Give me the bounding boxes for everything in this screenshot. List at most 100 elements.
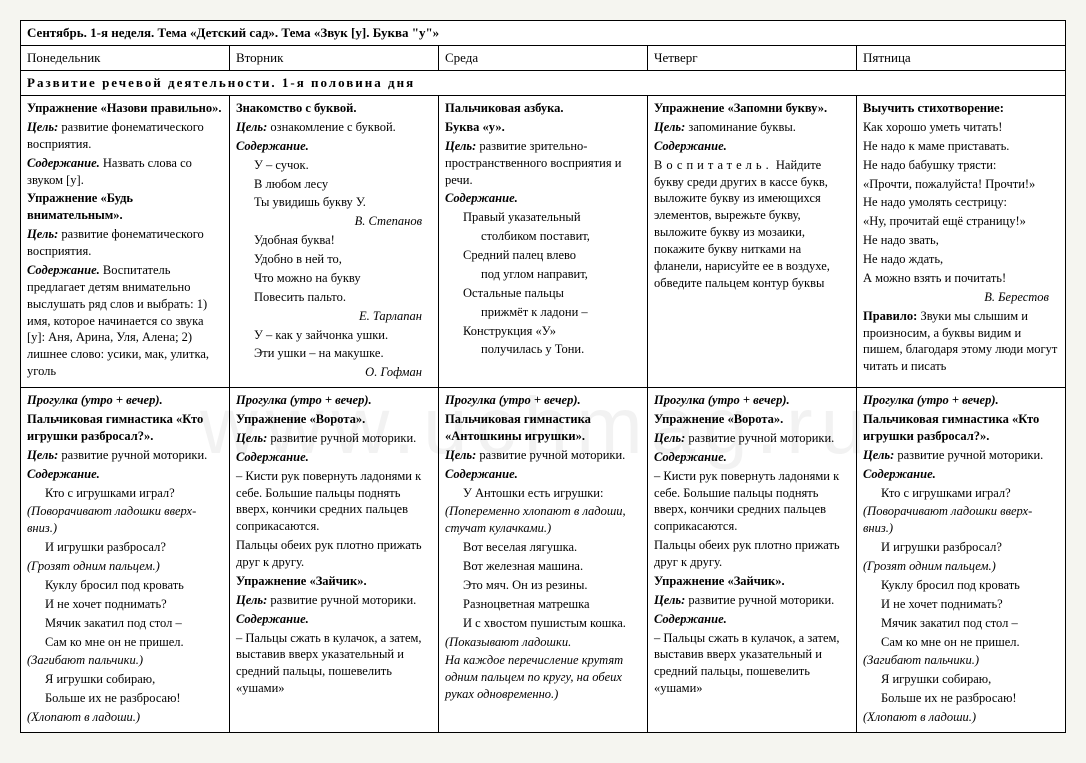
- tue-p3: Ты увидишь букву У.: [236, 194, 432, 211]
- day-wed: Среда: [439, 46, 648, 71]
- cell-top-thu: Упражнение «Запомни букву». Цель: запоми…: [648, 96, 857, 388]
- bmon-p1: Кто с игрушками играл?: [27, 485, 223, 502]
- lbl: Цель:: [236, 593, 267, 607]
- walk-fri: Прогулка (утро + вечер).: [863, 392, 1059, 409]
- cell-top-fri: Выучить стихотворение: Как хорошо уметь …: [857, 96, 1066, 388]
- mon-ex1-goal: Цель: развитие фонематического восприяти…: [27, 119, 223, 153]
- wed-p7: Конструкция «У»: [445, 323, 641, 340]
- bmon-a4: (Хлопают в ладоши.): [27, 709, 223, 726]
- fri-p3: Не надо бабушку трясти:: [863, 157, 1059, 174]
- thu-body: Воспитатель. Найдите букву среди других …: [654, 157, 850, 292]
- lbl: Цель:: [27, 227, 58, 241]
- bthu-p3: – Пальцы сжать в кулачок, а затем, выста…: [654, 630, 850, 698]
- tue-cont-lbl: Содержание.: [236, 138, 432, 155]
- cell-top-wed: Пальчиковая азбука. Буква «у». Цель: раз…: [439, 96, 648, 388]
- wed-goal: Цель: развитие зрительно-пространственно…: [445, 138, 641, 189]
- bthu-cont2-lbl: Содержание.: [654, 611, 850, 628]
- mon-ex1-cont: Содержание. Назвать слова со звуком [у].: [27, 155, 223, 189]
- txt: развитие ручной моторики.: [894, 448, 1043, 462]
- bmon-t1: Пальчиковая гимнастика «Кто игрушки разб…: [27, 411, 223, 445]
- bfri-p2: И игрушки разбросал?: [863, 539, 1059, 556]
- bwed-p3: Вот железная машина.: [445, 558, 641, 575]
- mon-ex1-title: Упражнение «Назови правильно».: [27, 100, 223, 117]
- fri-p4: «Прочти, пожалуйста! Прочти!»: [863, 176, 1059, 193]
- tue-p8: У – как у зайчонка ушки.: [236, 327, 432, 344]
- cell-bot-mon: Прогулка (утро + вечер). Пальчиковая гим…: [21, 388, 230, 733]
- bwed-p6: И с хвостом пушистым кошка.: [445, 615, 641, 632]
- tue-sig3: О. Гофман: [236, 364, 432, 381]
- walk-mon: Прогулка (утро + вечер).: [27, 392, 223, 409]
- wed-p1: Правый указательный: [445, 209, 641, 226]
- wed-p5: Остальные пальцы: [445, 285, 641, 302]
- lbl: Правило:: [863, 309, 917, 323]
- bwed-p4: Это мяч. Он из резины.: [445, 577, 641, 594]
- btue-goal: Цель: развитие ручной моторики.: [236, 430, 432, 447]
- bwed-a3: На каждое перечисление крутят одним паль…: [445, 652, 641, 703]
- txt: запоминание буквы.: [685, 120, 796, 134]
- bfri-a1: (Поворачивают ладошки вверх-вниз.): [863, 503, 1059, 537]
- bthu-t2: Упражнение «Зайчик».: [654, 573, 850, 590]
- bmon-a1: (Поворачивают ладошки вверх-вниз.): [27, 503, 223, 537]
- section-title-text: Развитие речевой деятельности. 1-я полов…: [27, 75, 415, 90]
- lbl: Цель:: [27, 120, 58, 134]
- bwed-cont-lbl: Содержание.: [445, 466, 641, 483]
- cell-bot-wed: Прогулка (утро + вечер). Пальчиковая гим…: [439, 388, 648, 733]
- lbl: Цель:: [236, 431, 267, 445]
- fri-p1: Как хорошо уметь читать!: [863, 119, 1059, 136]
- bthu-goal2: Цель: развитие ручной моторики.: [654, 592, 850, 609]
- days-row: Понедельник Вторник Среда Четверг Пятниц…: [21, 46, 1066, 71]
- tue-p9: Эти ушки – на макушке.: [236, 345, 432, 362]
- bwed-goal: Цель: развитие ручной моторики.: [445, 447, 641, 464]
- fri-title: Выучить стихотворение:: [863, 100, 1059, 117]
- walk-tue: Прогулка (утро + вечер).: [236, 392, 432, 409]
- lbl: Цель:: [654, 593, 685, 607]
- day-mon: Понедельник: [21, 46, 230, 71]
- day-fri: Пятница: [857, 46, 1066, 71]
- txt: развитие ручной моторики.: [267, 431, 416, 445]
- tue-p4: Удобная буква!: [236, 232, 432, 249]
- txt: развитие ручной моторики.: [685, 593, 834, 607]
- mon-ex2-cont: Содержание. Воспитатель предлагает детям…: [27, 262, 223, 380]
- fri-p5: Не надо умолять сестрицу:: [863, 194, 1059, 211]
- header-row: Сентябрь. 1-я неделя. Тема «Детский сад»…: [21, 21, 1066, 46]
- cell-top-tue: Знакомство с буквой. Цель: ознакомление …: [230, 96, 439, 388]
- lbl: Цель:: [445, 448, 476, 462]
- thu-title: Упражнение «Запомни букву».: [654, 100, 850, 117]
- bfri-t1: Пальчиковая гимнастика «Кто игрушки разб…: [863, 411, 1059, 445]
- fri-p9: А можно взять и почитать!: [863, 270, 1059, 287]
- wed-p6: прижмёт к ладони –: [445, 304, 641, 321]
- bmon-p6: Сам ко мне он не пришел.: [27, 634, 223, 651]
- txt: развитие ручной моторики.: [476, 448, 625, 462]
- wed-p4: под углом направит,: [445, 266, 641, 283]
- bfri-p5: Мячик закатил под стол –: [863, 615, 1059, 632]
- tue-p1: У – сучок.: [236, 157, 432, 174]
- bmon-goal: Цель: развитие ручной моторики.: [27, 447, 223, 464]
- tue-goal: Цель: ознакомление с буквой.: [236, 119, 432, 136]
- tue-p6: Что можно на букву: [236, 270, 432, 287]
- bmon-p4: И не хочет поднимать?: [27, 596, 223, 613]
- btue-p3: – Пальцы сжать в кулачок, а затем, выста…: [236, 630, 432, 698]
- bthu-t1: Упражнение «Ворота».: [654, 411, 850, 428]
- wed-cont-lbl: Содержание.: [445, 190, 641, 207]
- lbl: Содержание.: [27, 156, 100, 170]
- bthu-p2: Пальцы обеих рук плотно прижать друг к д…: [654, 537, 850, 571]
- section-title: Развитие речевой деятельности. 1-я полов…: [21, 71, 1066, 96]
- btue-cont2-lbl: Содержание.: [236, 611, 432, 628]
- fri-p7: Не надо звать,: [863, 232, 1059, 249]
- day-thu: Четверг: [648, 46, 857, 71]
- bfri-a3: (Загибают пальчики.): [863, 652, 1059, 669]
- lbl: Цель:: [654, 120, 685, 134]
- bmon-cont-lbl: Содержание.: [27, 466, 223, 483]
- walk-wed: Прогулка (утро + вечер).: [445, 392, 641, 409]
- lesson-plan-table: Сентябрь. 1-я неделя. Тема «Детский сад»…: [20, 20, 1066, 733]
- bthu-cont-lbl: Содержание.: [654, 449, 850, 466]
- bmon-p5: Мячик закатил под стол –: [27, 615, 223, 632]
- wed-p2: столбиком поставит,: [445, 228, 641, 245]
- top-row: Упражнение «Назови правильно». Цель: раз…: [21, 96, 1066, 388]
- fri-p6: «Ну, прочитай ещё страницу!»: [863, 213, 1059, 230]
- bmon-p8: Больше их не разбросаю!: [27, 690, 223, 707]
- wed-t1: Пальчиковая азбука.: [445, 100, 641, 117]
- lbl: Цель:: [863, 448, 894, 462]
- tue-p5: Удобно в ней то,: [236, 251, 432, 268]
- bfri-a2: (Грозят одним пальцем.): [863, 558, 1059, 575]
